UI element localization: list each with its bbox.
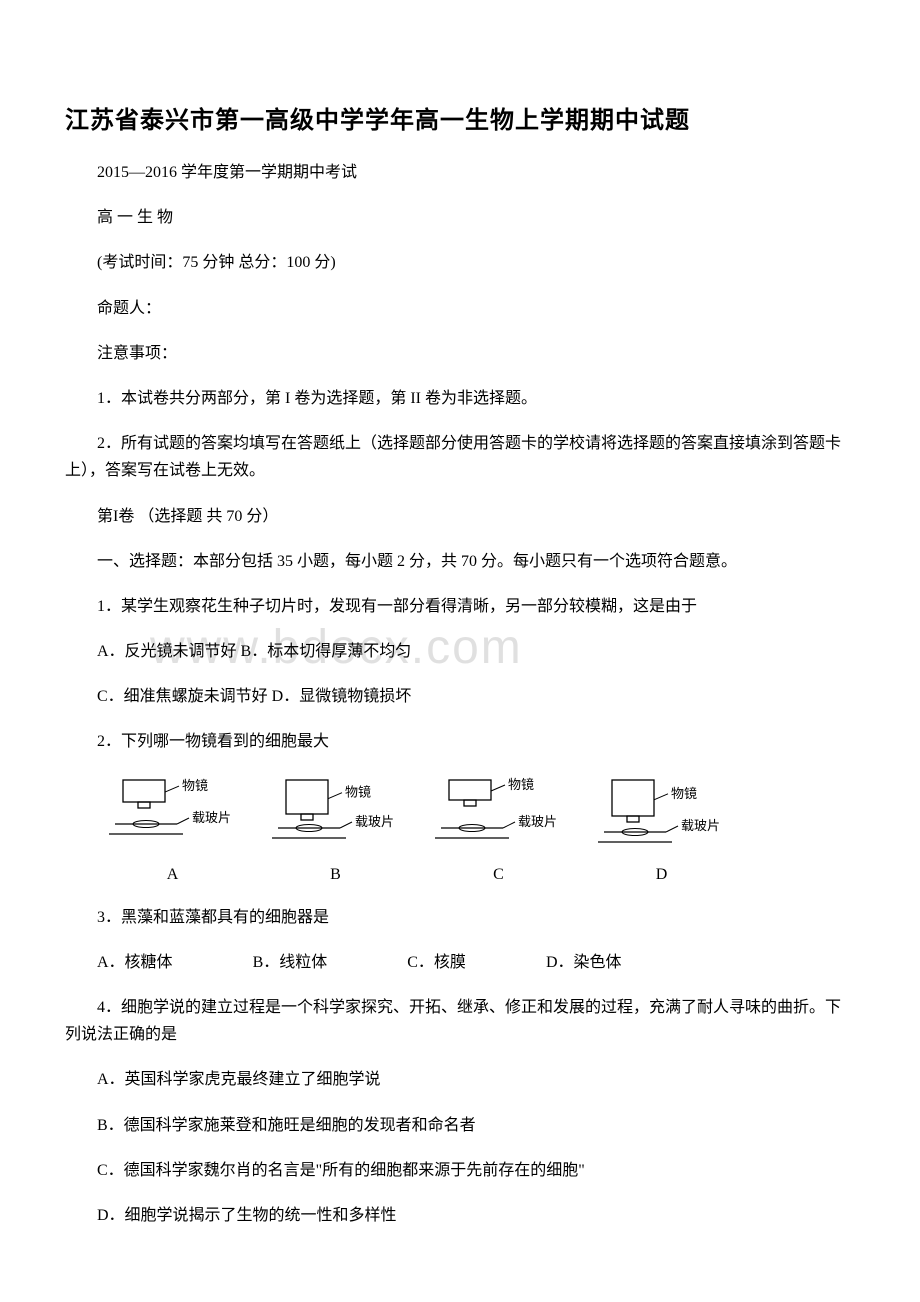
document-content: 江苏省泰兴市第一高级中学学年高一生物上学期期中试题 2015—2016 学年度第… [65,100,855,1229]
subject-line: 高 一 生 物 [65,204,855,231]
q4-optD: D．细胞学说揭示了生物的统一性和多样性 [97,1202,855,1229]
q3-optA: A．核糖体 [97,949,173,976]
q1-stem: 1．某学生观察花生种子切片时，发现有一部分看得清晰，另一部分较模糊，这是由于 [65,593,855,620]
semester-line: 2015—2016 学年度第一学期期中考试 [65,159,855,186]
q3-stem: 3．黑藻和蓝藻都具有的细胞器是 [65,904,855,931]
exam-info: (考试时间：75 分钟 总分：100 分) [65,249,855,276]
q1-optAB: A．反光镜未调节好 B．标本切得厚薄不均匀 [97,638,855,665]
notice-2: 2．所有试题的答案均填写在答题纸上（选择题部分使用答题卡的学校请将选择题的答案直… [65,430,855,484]
svg-text:物镜: 物镜 [182,778,208,793]
svg-text:物镜: 物镜 [508,777,534,792]
lens-letter: A [105,866,240,884]
svg-text:载玻片: 载玻片 [681,818,720,833]
svg-text:载玻片: 载玻片 [192,810,231,825]
q4-stem: 4．细胞学说的建立过程是一个科学家探究、开拓、继承、修正和发展的过程，充满了耐人… [65,994,855,1048]
page-title: 江苏省泰兴市第一高级中学学年高一生物上学期期中试题 [65,100,855,135]
svg-text:载玻片: 载玻片 [355,814,394,829]
author-line: 命题人： [65,295,855,322]
lens-diagram-b: 物镜 载玻片 B [268,774,403,884]
lens-letter: D [594,866,729,884]
notice-1: 1．本试卷共分两部分，第 I 卷为选择题，第 II 卷为非选择题。 [65,385,855,412]
lens-letter: B [268,866,403,884]
q1-optCD: C．细准焦螺旋未调节好 D．显微镜物镜损坏 [97,683,855,710]
section1-title: 第I卷 （选择题 共 70 分） [65,503,855,530]
q3-optC: C．核膜 [407,949,466,976]
q2-stem: 2．下列哪一物镜看到的细胞最大 [65,728,855,755]
lens-diagram-a: 物镜 载玻片 A [105,774,240,884]
q4-optA: A．英国科学家虎克最终建立了细胞学说 [97,1066,855,1093]
q3-optD: D．染色体 [546,949,622,976]
svg-text:物镜: 物镜 [671,785,697,800]
lens-diagram-c: 物镜 载玻片 C [431,774,566,884]
instructions: 一、选择题：本部分包括 35 小题，每小题 2 分，共 70 分。每小题只有一个… [65,548,855,575]
q3-optB: B．线粒体 [253,949,328,976]
svg-text:物镜: 物镜 [345,784,371,799]
lens-letter: C [431,866,566,884]
q3-options: A．核糖体 B．线粒体 C．核膜 D．染色体 [97,949,855,976]
q4-optC: C．德国科学家魏尔肖的名言是"所有的细胞都来源于先前存在的细胞" [97,1157,855,1184]
q2-diagram-row: 物镜 载玻片 A 物镜 载玻片 B 物镜 [105,774,855,884]
q4-optB: B．德国科学家施莱登和施旺是细胞的发现者和命名者 [97,1112,855,1139]
lens-diagram-d: 物镜 载玻片 D [594,774,729,884]
svg-text:载玻片: 载玻片 [518,814,557,829]
notice-title: 注意事项： [65,340,855,367]
